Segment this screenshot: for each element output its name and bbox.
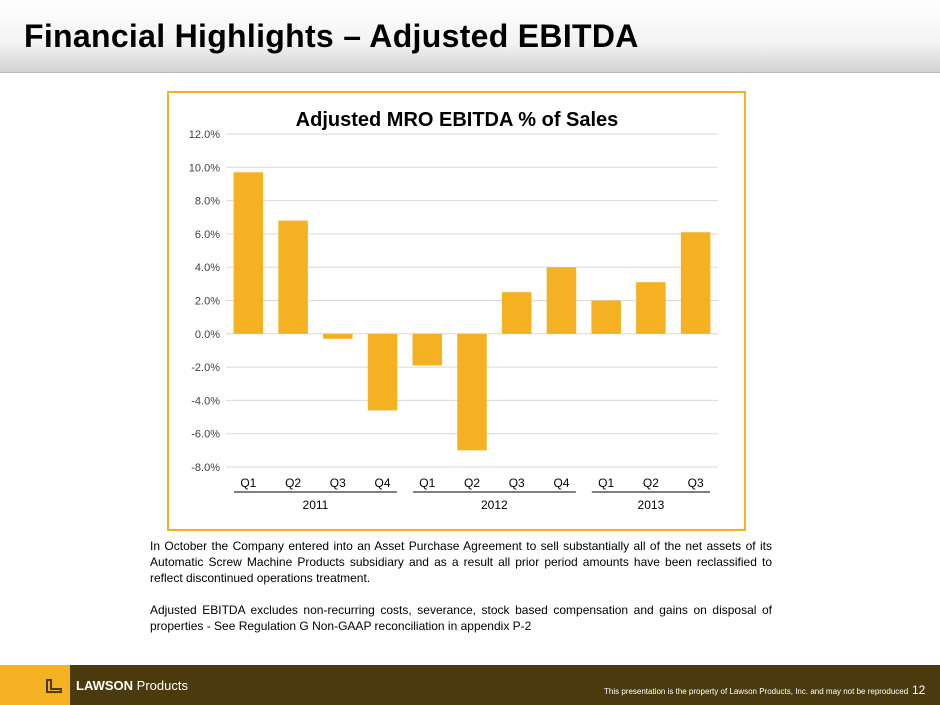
y-tick-label: -8.0%: [191, 462, 220, 474]
chart-frame: Adjusted MRO EBITDA % of Sales 12.0% 10.0…: [167, 91, 746, 531]
page-title: Financial Highlights – Adjusted EBITDA: [24, 18, 639, 54]
x-tick-label: Q4: [375, 476, 391, 490]
bar-10: [636, 282, 666, 334]
bars: [233, 172, 711, 451]
brand-name-bold: LAWSON: [76, 678, 134, 693]
y-tick-label: -4.0%: [191, 395, 220, 407]
bar-4: [367, 333, 398, 411]
year-group-label: 2012: [481, 498, 508, 512]
page-number: 12: [912, 683, 926, 697]
chart-title: Adjusted MRO EBITDA % of Sales: [296, 109, 619, 131]
bar-6: [457, 333, 487, 451]
bar-2: [278, 220, 308, 334]
bar-9: [591, 300, 621, 334]
bar-1: [233, 172, 264, 334]
bar-3: [323, 333, 353, 339]
title-bar: Financial Highlights – Adjusted EBITDA: [0, 0, 940, 73]
y-tick-label: 2.0%: [195, 296, 220, 308]
footnotes: In October the Company entered into an A…: [150, 538, 772, 650]
x-axis-year-groups: 2011 2012 2013: [234, 491, 710, 512]
x-tick-label: Q2: [643, 476, 659, 490]
y-tick-label: -2.0%: [191, 362, 220, 374]
x-tick-label: Q3: [509, 476, 525, 490]
x-axis-tick-labels: Q1 Q2 Q3 Q4 Q1 Q2 Q3 Q4 Q1 Q2 Q3: [240, 476, 704, 490]
x-tick-label: Q4: [553, 476, 569, 490]
x-tick-label: Q1: [598, 476, 614, 490]
brand-name-rest: Products: [133, 678, 188, 693]
y-tick-label: 0.0%: [195, 329, 220, 341]
x-tick-label: Q2: [464, 476, 480, 490]
y-tick-label: 4.0%: [195, 262, 220, 274]
x-tick-label: Q2: [285, 476, 301, 490]
bar-8: [546, 267, 577, 334]
x-tick-label: Q1: [240, 476, 256, 490]
note-discontinued-operations: In October the Company entered into an A…: [150, 539, 772, 585]
year-group-label: 2013: [638, 498, 665, 512]
logo-block: [0, 665, 70, 705]
bar-5: [412, 333, 443, 366]
x-tick-label: Q1: [419, 476, 435, 490]
footer-bar: LAWSON Products This presentation is the…: [0, 665, 940, 705]
x-tick-label: Q3: [330, 476, 346, 490]
ebitda-bar-chart: Adjusted MRO EBITDA % of Sales 12.0% 10.0…: [189, 109, 718, 512]
x-tick-label: Q3: [688, 476, 704, 490]
y-axis-tick-labels: 12.0% 10.0% 8.0% 6.0% 4.0% 2.0% 0.0% -2.0% -4.0%…: [189, 129, 220, 474]
note-adjusted-ebitda-definition: Adjusted EBITDA excludes non-recurring c…: [150, 603, 772, 633]
bar-7: [501, 292, 532, 334]
lawson-l-logo-icon: [46, 679, 62, 693]
y-tick-label: -6.0%: [191, 429, 220, 441]
y-tick-label: 12.0%: [189, 129, 220, 141]
brand-name: LAWSON Products: [76, 678, 188, 693]
y-tick-label: 6.0%: [195, 229, 220, 241]
y-tick-label: 10.0%: [189, 162, 220, 174]
disclaimer-text: This presentation is the property of Law…: [604, 687, 909, 696]
bar-11: [680, 232, 711, 334]
y-tick-label: 8.0%: [195, 196, 220, 208]
year-group-label: 2011: [303, 498, 329, 512]
